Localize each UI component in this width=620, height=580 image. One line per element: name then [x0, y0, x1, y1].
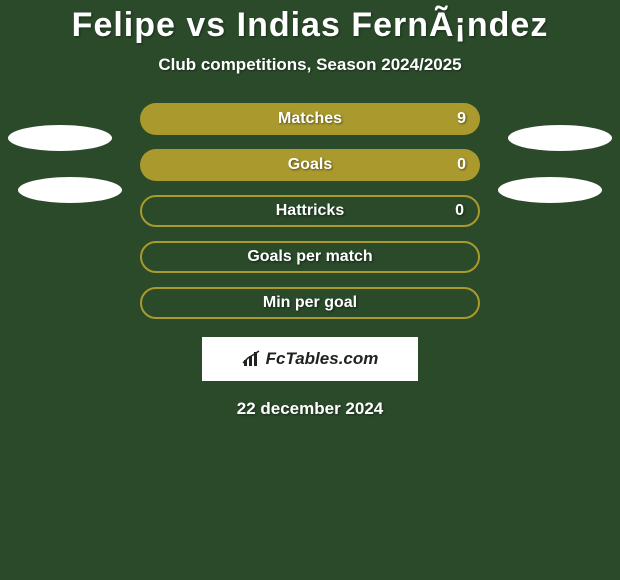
brand-badge: FcTables.com — [202, 337, 418, 381]
chart-icon — [242, 350, 262, 368]
stat-row-min-per-goal: Min per goal — [140, 287, 480, 319]
page-subtitle: Club competitions, Season 2024/2025 — [0, 55, 620, 75]
brand-label: FcTables.com — [266, 349, 379, 369]
stat-label: Min per goal — [263, 294, 357, 312]
stat-value: 9 — [457, 110, 466, 128]
left-marker-1 — [8, 125, 112, 151]
stat-row-goals-per-match: Goals per match — [140, 241, 480, 273]
stat-label: Hattricks — [276, 202, 344, 220]
stat-label: Matches — [278, 110, 342, 128]
stat-row-matches: Matches 9 — [140, 103, 480, 135]
stat-label: Goals per match — [247, 248, 372, 266]
stat-label: Goals — [288, 156, 332, 174]
left-marker-2 — [18, 177, 122, 203]
stat-row-goals: Goals 0 — [140, 149, 480, 181]
stat-value: 0 — [455, 202, 464, 220]
brand-text: FcTables.com — [242, 349, 379, 369]
stat-row-hattricks: Hattricks 0 — [140, 195, 480, 227]
page-title: Felipe vs Indias FernÃ¡ndez — [0, 0, 620, 45]
right-marker-2 — [498, 177, 602, 203]
date-label: 22 december 2024 — [0, 399, 620, 419]
stat-value: 0 — [457, 156, 466, 174]
right-marker-1 — [508, 125, 612, 151]
